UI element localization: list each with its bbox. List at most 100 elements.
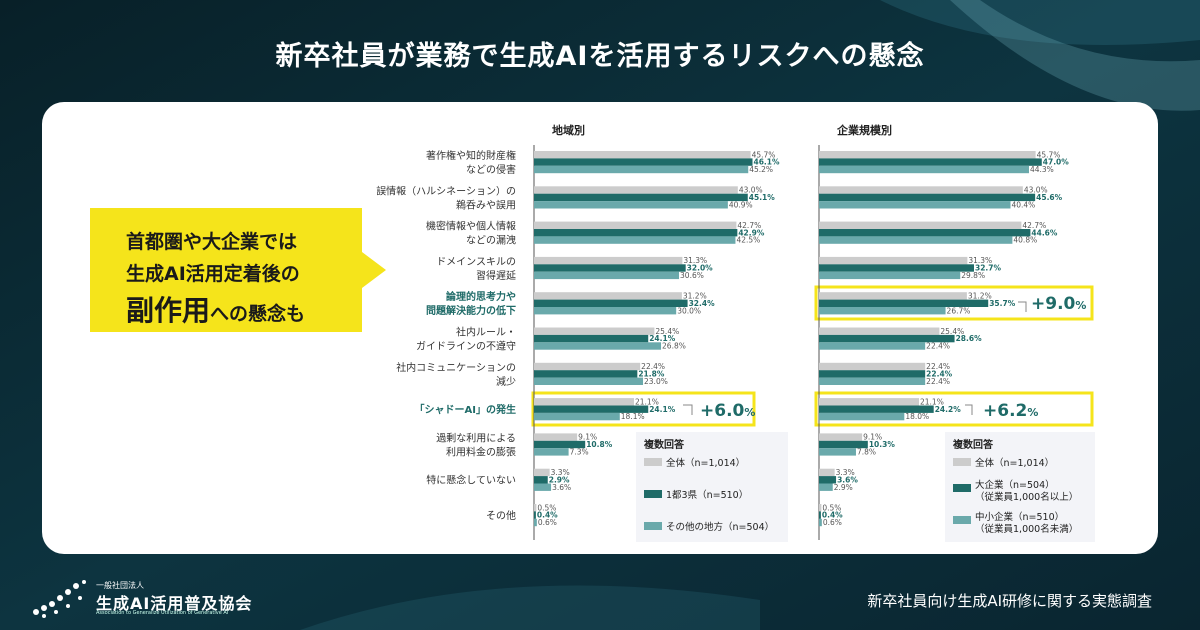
- association-logo: 一般社団法人 生成AI活用普及協会 Association to General…: [30, 576, 270, 622]
- data-label: 42.7%: [737, 221, 761, 230]
- data-label: 44.3%: [1030, 165, 1054, 174]
- category-label: 「シャドーAI」の発生: [415, 403, 516, 416]
- bar: [819, 476, 837, 484]
- data-label: 0.4%: [822, 511, 843, 520]
- bar: [534, 221, 737, 229]
- callout-box: 首都圏や大企業では 生成AI活用定着後の 副作用への懸念も: [90, 208, 386, 332]
- highlight-region-shadow-ai: [531, 391, 756, 427]
- data-label: 0.6%: [823, 518, 842, 527]
- bar: [534, 440, 586, 449]
- data-label: 0.6%: [538, 518, 557, 527]
- bar: [819, 186, 1023, 194]
- data-label: 24.2%: [935, 405, 962, 414]
- bar: [534, 165, 749, 174]
- category-label: 論理的思考力や問題解決能力の低下: [426, 290, 516, 317]
- bar: [534, 307, 677, 315]
- data-label: 40.9%: [729, 200, 753, 209]
- bar: [534, 504, 537, 512]
- bar: [534, 299, 688, 307]
- data-label: 46.1%: [754, 158, 781, 167]
- bracket-connector: [683, 404, 693, 415]
- legend-title: 複数回答: [952, 438, 994, 451]
- data-label: 44.6%: [1031, 228, 1058, 237]
- logo-name: 生成AI活用普及協会: [96, 594, 253, 613]
- callout-line3: への懸念も: [210, 303, 306, 325]
- category-label: 著作権や知的財産権などの侵害: [426, 149, 516, 176]
- data-label: 9.1%: [578, 433, 597, 442]
- data-label: 35.7%: [989, 299, 1016, 308]
- category-label: ドメインスキルの習得遅延: [436, 257, 516, 282]
- data-label: 47.0%: [1043, 158, 1070, 167]
- data-label: 25.4%: [655, 327, 679, 336]
- bar: [819, 448, 856, 456]
- bar: [819, 433, 863, 441]
- bar: [819, 398, 920, 406]
- data-label: 42.9%: [738, 228, 765, 237]
- panel-title: 企業規模別: [836, 123, 892, 137]
- page-title: 新卒社員が業務で生成AIを活用するリスクへの懸念: [275, 41, 925, 72]
- legend-swatch: [644, 490, 662, 498]
- bar: [534, 405, 649, 413]
- data-label: 29.8%: [961, 271, 985, 280]
- bar: [819, 504, 822, 512]
- data-label: 2.9%: [834, 483, 853, 492]
- bar: [819, 327, 940, 335]
- data-label: 3.6%: [837, 475, 858, 484]
- callout-line1: 首都圏や大企業では: [126, 231, 298, 253]
- bar: [534, 186, 738, 194]
- data-label: 7.8%: [857, 448, 876, 457]
- bar: [534, 511, 536, 519]
- bar: [819, 405, 934, 413]
- legend-swatch: [953, 516, 971, 524]
- category-label: 社内ルール・ガイドラインの不遵守: [416, 326, 516, 353]
- bar: [534, 468, 550, 477]
- data-label: 32.4%: [689, 299, 716, 308]
- bar: [819, 299, 989, 307]
- data-label: 43.0%: [1024, 186, 1048, 195]
- bar: [534, 377, 644, 385]
- data-label: 22.4%: [926, 342, 950, 351]
- data-label: 3.3%: [836, 468, 855, 477]
- data-label: 22.4%: [926, 377, 950, 386]
- data-label: 24.1%: [649, 334, 676, 343]
- bar: [534, 412, 620, 421]
- data-label: 21.1%: [920, 397, 944, 406]
- data-label: 31.2%: [683, 292, 707, 301]
- logo-subtitle: 一般社団法人: [96, 581, 144, 590]
- panel-title: 地域別: [552, 123, 585, 137]
- legend-title: 複数回答: [643, 438, 685, 451]
- data-label: 2.9%: [549, 475, 570, 484]
- data-label: 18.0%: [905, 412, 929, 421]
- legend-entry: 中小企業（n=510）（従業員1,000名未満）: [975, 511, 1078, 535]
- legend-swatch: [644, 458, 662, 466]
- bar: [534, 158, 753, 166]
- data-label: 32.0%: [687, 264, 714, 273]
- data-label: 42.7%: [1022, 221, 1046, 230]
- bar: [819, 483, 833, 491]
- bar: [534, 476, 548, 484]
- category-label: 機密情報や個人情報などの漏洩: [426, 220, 516, 247]
- highlight-size-logic: [814, 285, 1094, 321]
- bar: [819, 307, 946, 315]
- data-label: 45.6%: [1036, 193, 1063, 202]
- category-label: その他: [486, 509, 516, 522]
- bracket-connector: [965, 404, 973, 415]
- data-label: 31.3%: [683, 256, 707, 265]
- data-label: 7.3%: [570, 448, 589, 457]
- category-label: 過剰な利用による利用料金の膨張: [436, 432, 516, 458]
- bar: [819, 412, 905, 421]
- bar: [534, 398, 635, 406]
- bar: [534, 370, 638, 378]
- category-label: 誤情報（ハルシネーション）の鵜呑みや誤用: [376, 184, 516, 211]
- data-label: 31.2%: [968, 292, 992, 301]
- data-label: 9.1%: [863, 433, 882, 442]
- data-label: 21.1%: [635, 397, 659, 406]
- bar: [819, 193, 1036, 202]
- data-label: 18.1%: [621, 412, 645, 421]
- data-label: 24.1%: [649, 405, 676, 414]
- legend-entry: 大企業（n=504）（従業員1,000名以上）: [975, 479, 1078, 503]
- bar: [819, 518, 822, 527]
- bar: [534, 448, 569, 456]
- annotation-region-shadow-ai: +6.0%: [700, 401, 755, 421]
